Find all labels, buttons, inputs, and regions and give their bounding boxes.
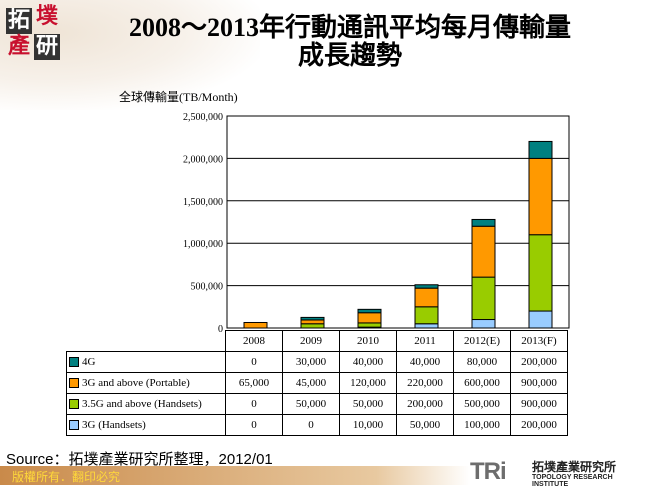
copyright-text: 版權所有．翻印必究 (12, 470, 121, 484)
data-cell: 0 (225, 351, 283, 373)
data-cell: 30,000 (282, 351, 340, 373)
y-tick-label: 2,500,000 (183, 112, 223, 123)
data-cell: 200,000 (396, 393, 454, 415)
bar-segment (471, 319, 496, 329)
data-cell: 220,000 (396, 372, 454, 394)
logo-char: 研 (34, 34, 60, 60)
bar-segment (243, 321, 268, 329)
source-note: Source：拓墣產業研究所整理，2012/01 (6, 451, 273, 468)
brand-name-cn: 拓墣產業研究所 (532, 460, 617, 474)
data-cell: 50,000 (339, 393, 397, 415)
bar-segment (471, 276, 496, 321)
y-tick-label: 1,500,000 (183, 197, 223, 208)
category-label: 2012(E) (453, 330, 511, 352)
data-cell: 40,000 (396, 351, 454, 373)
footer-bar: 版權所有．翻印必究 (0, 466, 470, 485)
data-cell: 100,000 (453, 414, 511, 436)
data-cell: 10,000 (339, 414, 397, 436)
bar-segment (528, 157, 553, 236)
data-cell: 0 (282, 414, 340, 436)
page-title: 2008～2013年行動通訊平均每月傳輸量 成長趨勢 (80, 14, 620, 70)
table-header-row: 2008 2009 2010 2011 2012(E) 2013(F) (67, 330, 568, 352)
logo-char: 產 (7, 34, 30, 59)
y-tick-label: 500,000 (191, 282, 224, 293)
data-cell: 0 (225, 393, 283, 415)
series-name: 4G (82, 356, 96, 368)
table-row: 3G and above (Portable) 65,000 45,000 120,0… (66, 372, 568, 394)
data-table: 2008 2009 2010 2011 2012(E) 2013(F) 4G 0 3… (66, 330, 568, 436)
bar-segment (300, 319, 325, 325)
legend-swatch (69, 357, 79, 368)
series-name: 3G (Handsets) (82, 419, 146, 431)
category-label: 2011 (396, 330, 454, 352)
bar-segment (528, 234, 553, 312)
brand-name-en: TOPOLOGY RESEARCH INSTITUTE (532, 474, 613, 488)
category-label: 2009 (282, 330, 340, 352)
logo-char: 拓 (6, 8, 32, 34)
bar-segment (528, 310, 553, 329)
table-row: 3G (Handsets) 0 0 10,000 50,000 100,000 200,00… (66, 414, 568, 436)
series-name: 3.5G and above (Handsets) (82, 398, 202, 410)
data-cell: 45,000 (282, 372, 340, 394)
data-cell: 200,000 (510, 351, 568, 373)
series-label: 4G (66, 351, 226, 373)
brand-logo: TRi 拓墣產業研究所 TOPOLOGY RESEARCH INSTITUTE (470, 458, 650, 488)
data-cell: 50,000 (396, 414, 454, 436)
data-cell: 65,000 (225, 372, 283, 394)
title-line-1: 2008～2013年行動通訊平均每月傳輸量 (128, 13, 571, 42)
series-label: 3G (Handsets) (66, 414, 226, 436)
bar-segment (300, 316, 325, 321)
table-row: 3.5G and above (Handsets) 0 50,000 50,000 20… (66, 393, 568, 415)
data-cell: 0 (225, 414, 283, 436)
bar-segment (414, 306, 439, 325)
plot-area (226, 115, 570, 329)
series-name: 3G and above (Portable) (82, 377, 190, 389)
category-label: 2013(F) (510, 330, 568, 352)
data-cell: 40,000 (339, 351, 397, 373)
category-label: 2010 (339, 330, 397, 352)
logo: 拓 墣 產 研 (6, 4, 62, 62)
brand-mark: TRi (470, 458, 507, 485)
category-label: 2008 (225, 330, 283, 352)
bar-segment (414, 284, 439, 289)
bar-segment (471, 225, 496, 278)
data-cell: 120,000 (339, 372, 397, 394)
table-row: 4G 0 30,000 40,000 40,000 80,000 200,000 (66, 351, 568, 373)
bar-segment (414, 287, 439, 308)
bar-segment (300, 323, 325, 329)
y-tick-label: 0 (218, 324, 223, 335)
title-line-2: 成長趨勢 (297, 41, 402, 70)
bar-segment (357, 308, 382, 314)
bar-segment (357, 322, 382, 328)
y-tick-label: 1,000,000 (183, 239, 223, 250)
bar-segment (471, 218, 496, 227)
y-tick-label: 2,000,000 (183, 154, 223, 165)
y-axis-label: 全球傳輸量(TB/Month) (119, 90, 238, 104)
data-cell: 50,000 (282, 393, 340, 415)
data-cell: 900,000 (510, 372, 568, 394)
logo-char: 墣 (35, 4, 58, 29)
legend-swatch (69, 399, 79, 410)
bar-segment (357, 312, 382, 324)
bar-segment (414, 323, 439, 329)
bar-segment (528, 140, 553, 159)
data-cell: 500,000 (453, 393, 511, 415)
series-label: 3.5G and above (Handsets) (66, 393, 226, 415)
legend-swatch (69, 420, 79, 431)
data-cell: 900,000 (510, 393, 568, 415)
series-label: 3G and above (Portable) (66, 372, 226, 394)
legend-swatch (69, 378, 79, 389)
data-cell: 200,000 (510, 414, 568, 436)
data-cell: 600,000 (453, 372, 511, 394)
data-cell: 80,000 (453, 351, 511, 373)
